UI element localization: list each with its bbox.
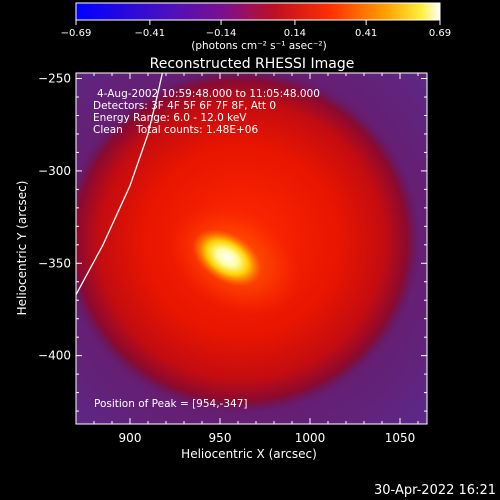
rhessi-image <box>76 73 427 424</box>
x-tick-label: 900 <box>119 431 142 445</box>
y-tick-label: −350 <box>38 256 71 270</box>
x-tick-label: 1000 <box>295 431 326 445</box>
image-annotations: 4-Aug-2002 10:59:48.000 to 11:05:48.000 … <box>93 88 320 410</box>
annotation-time-range: 4-Aug-2002 10:59:48.000 to 11:05:48.000 <box>97 88 320 100</box>
colorbar-tick-label: −0.41 <box>135 28 166 39</box>
y-axis-tick-labels: −250 −300 −350 −400 <box>38 72 71 363</box>
colorbar-ticks <box>75 20 441 25</box>
y-tick-label: −250 <box>38 72 71 86</box>
chart-title: Reconstructed RHESSI Image <box>150 56 355 72</box>
annotation-detectors: Detectors: 3F 4F 5F 6F 7F 8F, Att 0 <box>93 100 276 112</box>
annotation-peak-position: Position of Peak = [954,-347] <box>94 398 248 410</box>
x-axis-tick-labels: 900 950 1000 1050 <box>119 431 416 445</box>
annotation-clean-counts: Clean Total counts: 1.48E+06 <box>93 124 258 136</box>
colorbar-tick-label: 0.69 <box>429 28 451 39</box>
colorbar-tick-labels: −0.69 −0.41 −0.14 0.14 0.41 0.69 <box>61 28 451 39</box>
solar-limb-curve <box>76 73 164 295</box>
x-tick-label: 1050 <box>385 431 416 445</box>
footer-timestamp: 30-Apr-2022 16:21 <box>374 483 496 498</box>
colorbar <box>75 2 441 21</box>
colorbar-tick-label: −0.14 <box>206 28 237 39</box>
plot-frame <box>75 72 428 425</box>
x-tick-label: 950 <box>209 431 232 445</box>
colorbar-tick-label: 0.14 <box>284 28 306 39</box>
colorbar-tick-label: −0.69 <box>61 28 92 39</box>
colorbar-units-label: (photons cm⁻² s⁻¹ asec⁻²) <box>191 40 326 52</box>
annotation-energy-range: Energy Range: 6.0 - 12.0 keV <box>93 112 247 124</box>
y-tick-label: −300 <box>38 164 71 178</box>
y-tick-label: −400 <box>38 349 71 363</box>
emission-peak-core <box>192 229 262 287</box>
colorbar-tick-label: 0.41 <box>355 28 377 39</box>
y-axis-label: Heliocentric Y (arcsec) <box>15 181 29 316</box>
x-axis-label: Heliocentric X (arcsec) <box>181 447 317 461</box>
y-axis-ticks <box>76 78 427 412</box>
x-axis-ticks <box>93 73 419 424</box>
